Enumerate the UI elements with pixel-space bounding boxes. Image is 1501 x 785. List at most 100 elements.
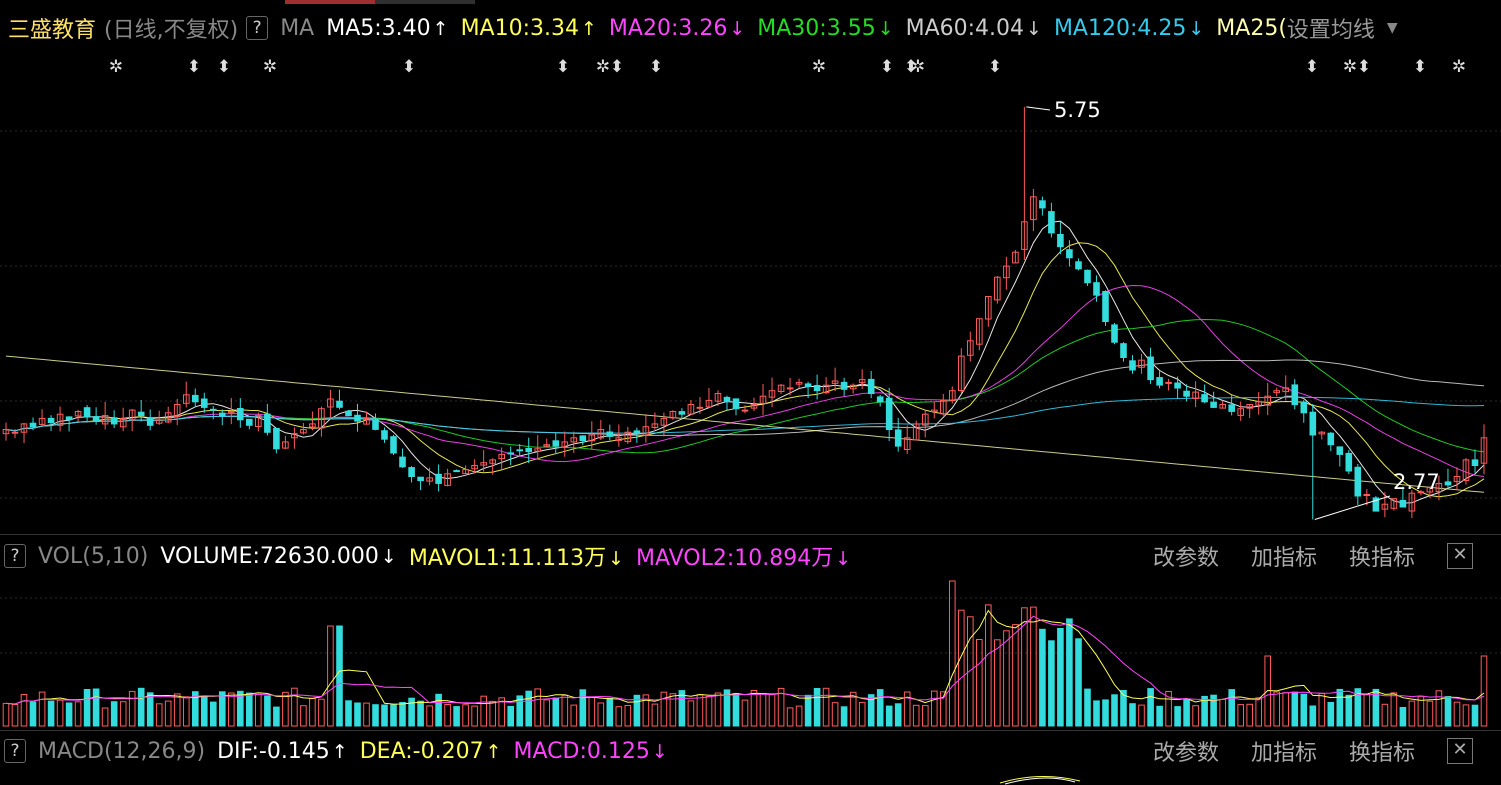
event-star-icon[interactable]: ✲: [109, 57, 123, 77]
volume-bar: [876, 689, 884, 727]
volume-bar: [183, 696, 190, 727]
volume-bar: [1399, 707, 1407, 727]
candle-body: [453, 470, 460, 473]
switch-indicator-button[interactable]: 换指标: [1348, 546, 1415, 570]
volume-bar: [309, 698, 316, 727]
volume-bar: [804, 694, 812, 727]
event-star-icon[interactable]: ✲: [911, 57, 925, 77]
volume-bar: [777, 687, 785, 727]
event-arrow-icon[interactable]: ⬍: [556, 57, 570, 77]
help-button[interactable]: ?: [246, 16, 269, 40]
candle-body: [110, 417, 118, 425]
up-arrow-icon: ↑: [432, 17, 449, 40]
event-arrow-icon[interactable]: ⬍: [904, 57, 918, 77]
down-arrow-icon: ↓: [380, 545, 397, 568]
candle-body: [1255, 401, 1263, 406]
volume-bar: [822, 687, 830, 727]
ma20-line: [5, 284, 1485, 477]
candle-body: [155, 419, 163, 424]
volume-bar: [201, 696, 208, 727]
event-arrow-icon[interactable]: ⬍: [1357, 57, 1371, 77]
ma-settings-button[interactable]: 设置均线: [1286, 18, 1375, 42]
event-arrow-icon[interactable]: ⬍: [217, 57, 231, 77]
volume-bar: [768, 693, 776, 727]
add-indicator-button[interactable]: 加指标: [1250, 741, 1317, 765]
volume-bar: [1156, 705, 1163, 727]
candle-body: [741, 409, 749, 412]
volume-bar: [615, 706, 623, 727]
volume-bar: [840, 706, 848, 727]
event-arrow-icon[interactable]: ⬍: [880, 57, 894, 77]
close-icon[interactable]: ✕: [1447, 543, 1473, 569]
candle-body: [1183, 390, 1190, 397]
volume-value: VOLUME:72630.000 ↓: [160, 543, 397, 569]
volume-bar: [1309, 705, 1317, 727]
volume-bar: [1318, 692, 1326, 727]
volume-chart[interactable]: [0, 574, 1501, 729]
candle-body: [38, 417, 46, 425]
close-icon[interactable]: ✕: [1447, 738, 1473, 764]
volume-bar: [1354, 688, 1362, 727]
candle-body: [489, 459, 496, 464]
volume-bar: [65, 702, 73, 727]
switch-indicator-button[interactable]: 换指标: [1348, 741, 1415, 765]
volume-bar: [318, 698, 325, 727]
event-arrow-icon[interactable]: ⬍: [187, 57, 201, 77]
candle-body: [354, 414, 361, 422]
change-params-button[interactable]: 改参数: [1152, 546, 1219, 570]
candle-body: [597, 429, 605, 439]
candle-body: [705, 399, 713, 408]
event-arrow-icon[interactable]: ⬍: [988, 57, 1002, 77]
event-star-icon[interactable]: ✲: [263, 57, 277, 77]
volume-bar: [155, 703, 163, 727]
macd-title: MACD(12,26,9): [38, 738, 206, 764]
volume-bar: [633, 694, 641, 727]
candle-body: [759, 395, 767, 404]
event-star-icon[interactable]: ✲: [1452, 57, 1466, 77]
candle-body: [1003, 265, 1010, 279]
candle-body: [1156, 377, 1163, 386]
change-params-button[interactable]: 改参数: [1152, 741, 1219, 765]
event-star-icon[interactable]: ✲: [812, 57, 826, 77]
add-indicator-button[interactable]: 加指标: [1250, 546, 1317, 570]
volume-bar: [462, 704, 469, 727]
volume-bar: [426, 705, 433, 727]
price-chart[interactable]: [0, 78, 1501, 558]
event-arrow-icon[interactable]: ⬍: [1413, 57, 1427, 77]
dif-value: DIF:-0.145 ↑: [217, 738, 348, 764]
volume-bar: [480, 695, 487, 727]
event-markers[interactable]: ✲ ⬍ ⬍ ✲ ⬍ ⬍ ✲ ⬍ ⬍ ✲ ⬍ ⬍✲ ⬍ ⬍ ✲ ⬍ ⬍ ✲: [0, 54, 1501, 78]
candle-body: [1354, 466, 1362, 497]
event-arrow-icon[interactable]: ⬍: [402, 57, 416, 77]
volume-bar: [1336, 688, 1344, 727]
volume-bar: [958, 609, 965, 727]
vol-help-button[interactable]: ?: [4, 544, 26, 568]
volume-bar: [1057, 628, 1064, 727]
low-pointer: [1314, 495, 1391, 520]
volume-bar: [759, 693, 767, 727]
volume-bar: [750, 690, 758, 727]
macd-chart[interactable]: [0, 765, 1501, 785]
stock-name[interactable]: 三盛教育: [8, 18, 97, 42]
event-arrow-icon[interactable]: ⬍: [610, 57, 624, 77]
candle-body: [1471, 459, 1479, 466]
candle-body: [1084, 269, 1091, 284]
up-arrow-icon: ↑: [485, 740, 502, 763]
ma-label: MA: [280, 15, 315, 41]
volume-bar: [164, 700, 172, 727]
volume-bar: [994, 639, 1001, 727]
event-star-icon[interactable]: ✲: [1343, 57, 1357, 77]
event-arrow-icon[interactable]: ⬍: [649, 57, 663, 77]
candle-body: [1102, 291, 1109, 322]
event-arrow-icon[interactable]: ⬍: [1305, 57, 1319, 77]
volume-bar: [1300, 693, 1308, 727]
up-arrow-icon: ↑: [331, 740, 348, 763]
event-star-icon[interactable]: ✲: [596, 57, 610, 77]
candle-body: [228, 411, 235, 414]
candle-body: [309, 423, 316, 428]
chevron-down-icon[interactable]: ▼: [1386, 20, 1398, 36]
volume-bar: [282, 691, 289, 727]
candle-body: [92, 416, 100, 422]
macd-help-button[interactable]: ?: [4, 739, 26, 763]
candle-body: [1399, 499, 1407, 508]
